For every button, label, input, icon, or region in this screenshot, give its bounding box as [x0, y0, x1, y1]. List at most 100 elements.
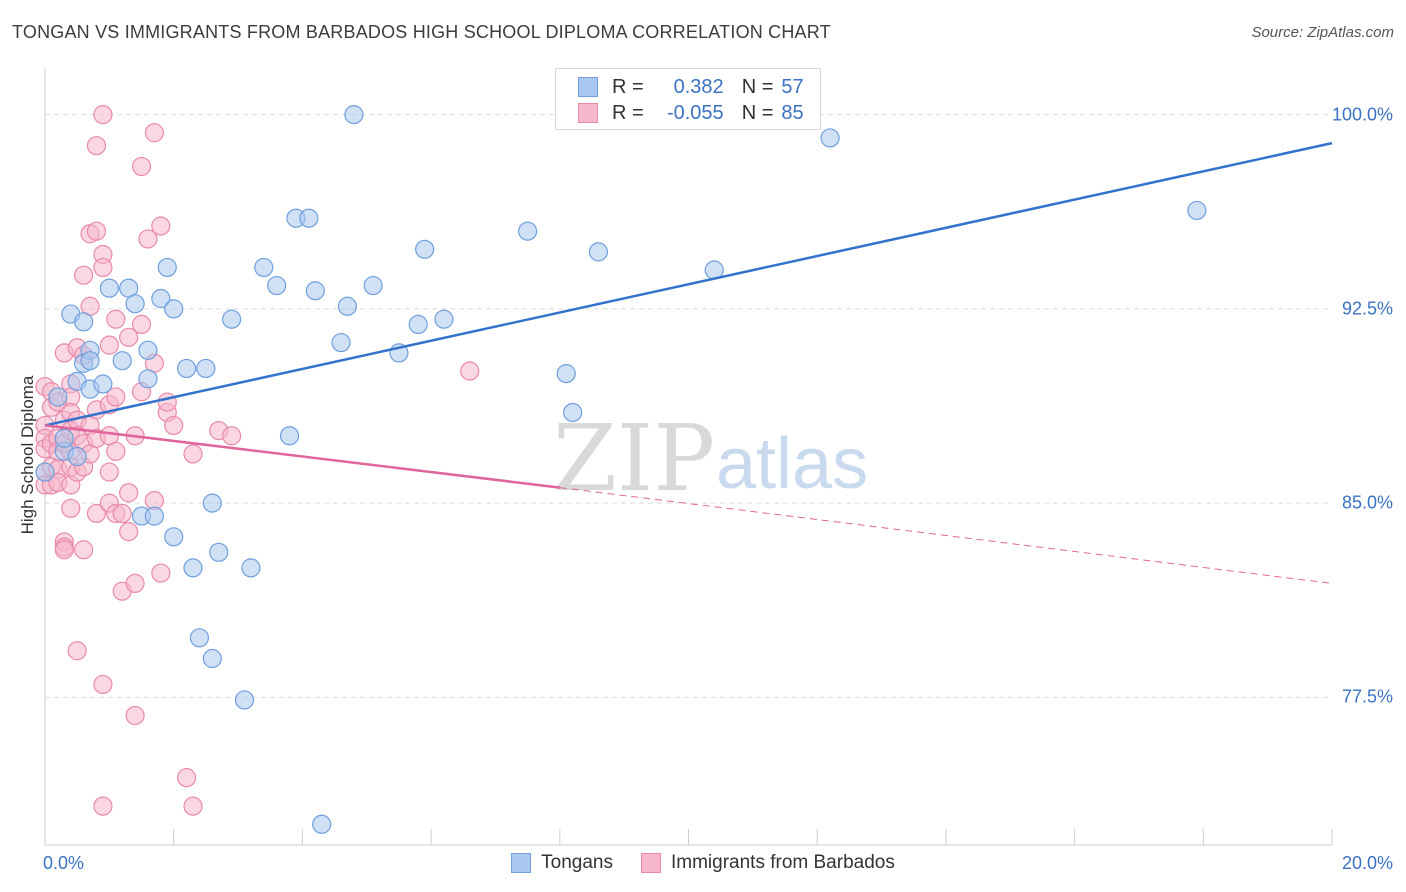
barbados-point — [176, 768, 197, 788]
legend-r-label: R = — [612, 101, 644, 124]
tongans-point — [189, 628, 210, 648]
barbados-point — [93, 674, 113, 695]
legend-n-label: N = — [741, 75, 774, 98]
barbados-point — [157, 392, 177, 412]
series-legend-tongans: Tongans — [511, 852, 613, 874]
tongans-point — [99, 278, 119, 298]
tongans-point — [299, 208, 319, 228]
legend-row-tongans: R = 0.382 N = 57 — [578, 74, 804, 100]
trend-lines — [44, 141, 1333, 584]
tongans-point — [267, 275, 287, 296]
y-tick-label: 77.5% — [1341, 686, 1393, 707]
barbados-point — [106, 441, 126, 461]
legend-r-value: 0.382 — [673, 75, 724, 98]
tongans-point — [93, 374, 113, 394]
barbados-trend-line — [44, 424, 560, 489]
axes — [44, 68, 1333, 846]
legend-swatch-barbados — [578, 103, 598, 123]
source-credit: Source: ZipAtlas.com — [1251, 24, 1394, 41]
tongans-point — [74, 312, 94, 332]
barbados-point — [86, 503, 107, 524]
legend-swatch-tongans — [578, 77, 598, 97]
legend-r-value: -0.055 — [666, 101, 724, 124]
barbados-point — [67, 641, 87, 661]
barbados-point — [93, 257, 113, 278]
barbados-point — [106, 309, 126, 329]
tongans-point — [408, 314, 428, 335]
barbados-point — [131, 314, 152, 335]
barbados-point — [131, 156, 152, 177]
tongans-point — [157, 257, 177, 278]
series-label-tongans: Tongans — [541, 852, 613, 873]
barbados-point — [119, 483, 139, 503]
tongans-point — [54, 428, 74, 448]
tongans-point — [209, 542, 229, 562]
series-label-barbados: Immigrants from Barbados — [670, 852, 895, 873]
y-tick-label: 92.5% — [1341, 298, 1393, 319]
tongans-point — [144, 506, 164, 526]
tongans-point — [202, 648, 222, 669]
barbados-point — [144, 123, 164, 143]
tongans-point — [176, 358, 197, 379]
barbados-point — [93, 105, 113, 125]
barbados-point — [222, 426, 242, 446]
correlation-legend: R = 0.382 N = 57 R = -0.055 N = 85 — [555, 68, 821, 130]
tongans-point — [164, 299, 184, 319]
legend-n-label: N = — [741, 101, 774, 124]
tongans-point — [164, 527, 184, 547]
barbados-point — [183, 444, 203, 464]
tongans-point — [202, 493, 222, 513]
tongans-points — [35, 105, 1207, 834]
legend-n-value: 57 — [781, 75, 804, 98]
series-legend-barbados: Immigrants from Barbados — [640, 852, 895, 874]
tongans-point — [518, 221, 538, 241]
barbados-points — [35, 105, 480, 816]
barbados-point — [151, 563, 171, 583]
tongans-point — [222, 309, 242, 329]
tongans-point — [125, 294, 145, 314]
barbados-trend-line-extension — [559, 487, 1333, 584]
barbados-point — [74, 265, 94, 285]
barbados-point — [74, 540, 94, 560]
barbados-point — [99, 462, 119, 482]
barbados-point — [54, 540, 74, 560]
barbados-point — [119, 327, 139, 347]
barbados-point — [86, 221, 107, 241]
tongans-point — [138, 369, 158, 389]
series-swatch-tongans — [511, 853, 532, 873]
tongans-point — [112, 351, 132, 371]
tongans-point — [415, 239, 435, 259]
tongans-point — [279, 426, 300, 446]
tongans-point — [344, 105, 364, 125]
tongans-point — [80, 351, 100, 371]
barbados-point — [138, 229, 158, 249]
x-tick-label-max: 20.0% — [1341, 853, 1393, 873]
tongans-point — [234, 690, 255, 710]
tongans-point — [305, 281, 325, 301]
y-tick-label: 85.0% — [1341, 492, 1393, 513]
barbados-point — [93, 796, 113, 816]
series-legend: Tongans Immigrants from Barbados — [0, 852, 1406, 874]
tongans-point — [35, 462, 55, 482]
tongans-point — [1187, 200, 1207, 221]
barbados-point — [164, 415, 184, 436]
barbados-point — [183, 796, 203, 816]
watermark: ZIP atlas — [553, 405, 868, 512]
tongans-trend-line — [44, 141, 1333, 427]
tongans-point — [183, 558, 203, 578]
barbados-point — [99, 335, 119, 355]
tongans-point — [337, 296, 358, 316]
barbados-point — [106, 387, 126, 407]
barbados-point — [460, 361, 480, 381]
barbados-point — [125, 573, 145, 594]
barbados-point — [151, 216, 171, 236]
x-tick-label-min: 0.0% — [43, 853, 85, 873]
tongans-point — [151, 288, 171, 309]
chart-title: TONGAN VS IMMIGRANTS FROM BARBADOS HIGH … — [12, 22, 831, 42]
barbados-point — [61, 498, 81, 518]
barbados-point — [112, 503, 132, 524]
tongans-point — [138, 340, 158, 360]
tongans-point — [196, 358, 216, 379]
y-tick-label: 100.0% — [1331, 104, 1393, 125]
